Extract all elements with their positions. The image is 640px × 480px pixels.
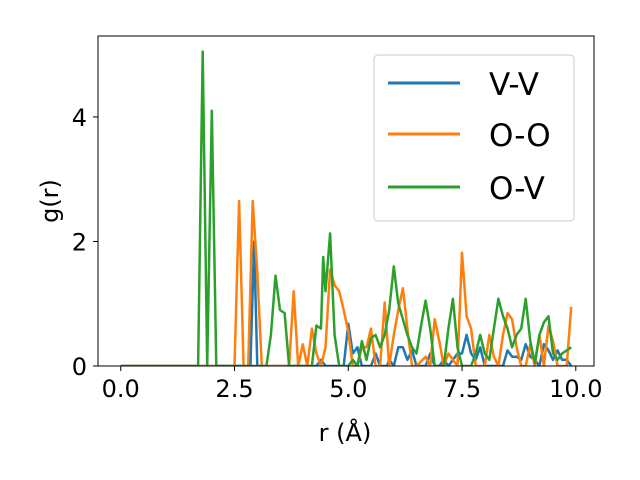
plot-frame [97,35,595,367]
x-tick-label: 10.0 [549,375,602,403]
legend: V-V O-O O-V [373,54,575,222]
legend-label-o-o: O-O [489,118,551,154]
series-line-o-o [120,199,573,366]
legend-label-v-v: V-V [489,67,539,103]
series-line-o-v [120,50,572,366]
x-tick-label: 2.5 [215,375,253,403]
y-tick-label: 4 [72,104,87,132]
y-tick-label: 0 [72,353,87,381]
x-tick-label: 0.0 [102,375,140,403]
y-axis-label: g(r) [36,179,64,223]
x-tick-label: 5.0 [329,375,367,403]
y-axis-ticks: 0 2 4 [72,104,98,381]
series-layer [120,50,573,366]
legend-box [373,54,575,222]
x-axis-ticks: 0.0 2.5 5.0 7.5 10.0 [102,366,603,403]
x-axis-label: r (Å) [319,418,372,447]
series-line-v-v [120,240,573,366]
legend-label-o-v: O-V [489,171,545,207]
x-tick-label: 7.5 [443,375,481,403]
y-tick-label: 2 [72,228,87,256]
